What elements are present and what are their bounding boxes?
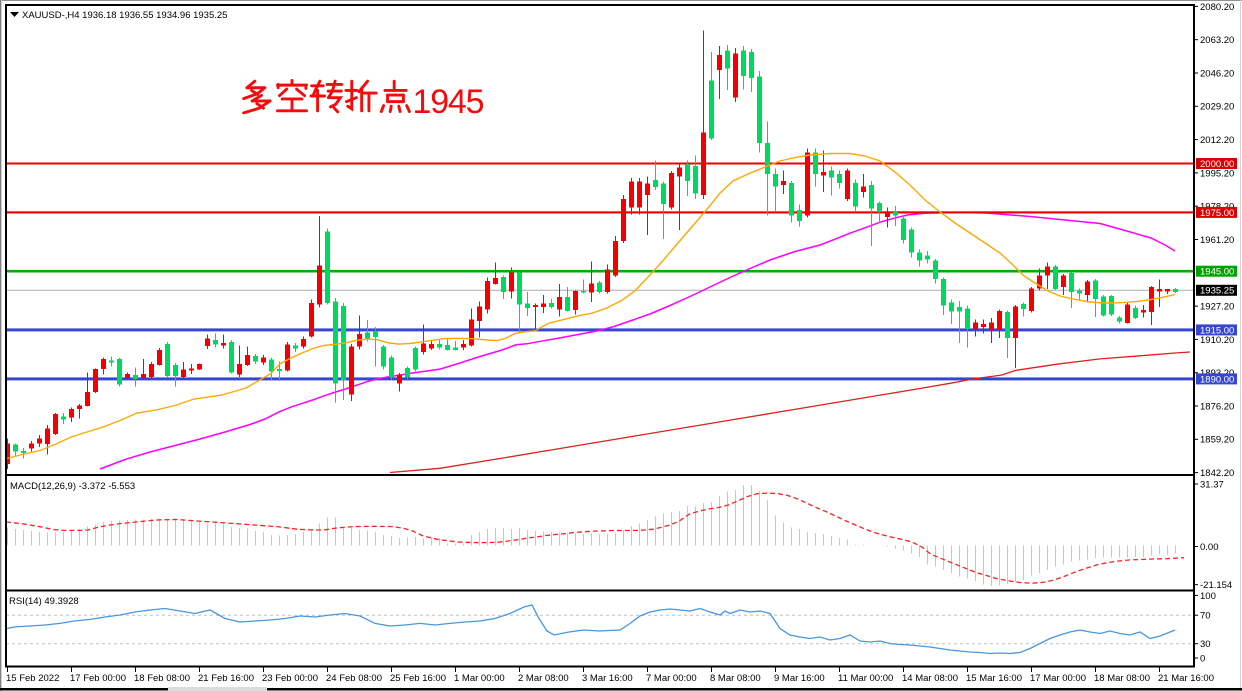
svg-text:15 Mar 16:00: 15 Mar 16:00 <box>966 673 1022 684</box>
svg-text:2000.00: 2000.00 <box>1200 159 1234 170</box>
svg-text:1859.20: 1859.20 <box>1200 435 1234 446</box>
svg-text:1927.20: 1927.20 <box>1200 302 1234 313</box>
svg-text:18 Mar 08:00: 18 Mar 08:00 <box>1094 673 1150 684</box>
svg-text:30: 30 <box>1200 639 1211 650</box>
svg-text:2012.20: 2012.20 <box>1200 135 1234 146</box>
svg-text:2063.20: 2063.20 <box>1200 35 1234 46</box>
svg-text:70: 70 <box>1200 611 1211 622</box>
svg-text:2080.20: 2080.20 <box>1200 2 1234 13</box>
svg-text:1890.00: 1890.00 <box>1200 374 1234 385</box>
svg-text:RSI(14) 49.3928: RSI(14) 49.3928 <box>9 596 79 607</box>
svg-text:2 Mar 08:00: 2 Mar 08:00 <box>518 673 569 684</box>
svg-text:15 Feb 2022: 15 Feb 2022 <box>6 673 59 684</box>
svg-text:1842.20: 1842.20 <box>1200 468 1234 479</box>
svg-text:-21.154: -21.154 <box>1200 580 1232 591</box>
svg-text:1915.00: 1915.00 <box>1200 325 1234 336</box>
svg-text:18 Feb 08:00: 18 Feb 08:00 <box>134 673 190 684</box>
svg-text:1995.20: 1995.20 <box>1200 168 1234 179</box>
svg-text:0.00: 0.00 <box>1200 542 1219 553</box>
svg-text:1945: 1945 <box>413 83 484 121</box>
svg-text:100: 100 <box>1200 591 1216 602</box>
svg-text:31.37: 31.37 <box>1200 479 1224 490</box>
svg-text:0: 0 <box>1200 653 1205 664</box>
svg-text:2046.20: 2046.20 <box>1200 68 1234 79</box>
svg-text:1975.00: 1975.00 <box>1200 208 1234 219</box>
svg-text:14 Mar 08:00: 14 Mar 08:00 <box>902 673 958 684</box>
svg-text:25 Feb 16:00: 25 Feb 16:00 <box>390 673 446 684</box>
svg-text:2029.20: 2029.20 <box>1200 102 1234 113</box>
svg-text:3 Mar 16:00: 3 Mar 16:00 <box>582 673 633 684</box>
svg-text:7 Mar 00:00: 7 Mar 00:00 <box>646 673 697 684</box>
svg-text:1945.00: 1945.00 <box>1200 267 1234 278</box>
svg-text:17 Mar 00:00: 17 Mar 00:00 <box>1030 673 1086 684</box>
svg-text:23 Feb 00:00: 23 Feb 00:00 <box>262 673 318 684</box>
svg-text:21 Mar 16:00: 21 Mar 16:00 <box>1158 673 1214 684</box>
svg-text:1876.20: 1876.20 <box>1200 401 1234 412</box>
svg-text:8 Mar 08:00: 8 Mar 08:00 <box>710 673 761 684</box>
svg-text:MACD(12,26,9) -3.372 -5.553: MACD(12,26,9) -3.372 -5.553 <box>10 481 135 492</box>
svg-text:1 Mar 00:00: 1 Mar 00:00 <box>454 673 505 684</box>
svg-text:21 Feb 16:00: 21 Feb 16:00 <box>198 673 254 684</box>
svg-text:11 Mar 00:00: 11 Mar 00:00 <box>838 673 893 684</box>
svg-text:XAUUSD-,H4 1936.18 1936.55 19: XAUUSD-,H4 1936.18 1936.55 1934.96 1935.… <box>22 10 227 21</box>
svg-text:1961.20: 1961.20 <box>1200 235 1234 246</box>
svg-text:9 Mar 16:00: 9 Mar 16:00 <box>774 673 825 684</box>
svg-text:24 Feb 08:00: 24 Feb 08:00 <box>326 673 382 684</box>
svg-text:17 Feb 00:00: 17 Feb 00:00 <box>70 673 126 684</box>
svg-text:1910.20: 1910.20 <box>1200 335 1234 346</box>
svg-text:1935.25: 1935.25 <box>1200 286 1234 297</box>
